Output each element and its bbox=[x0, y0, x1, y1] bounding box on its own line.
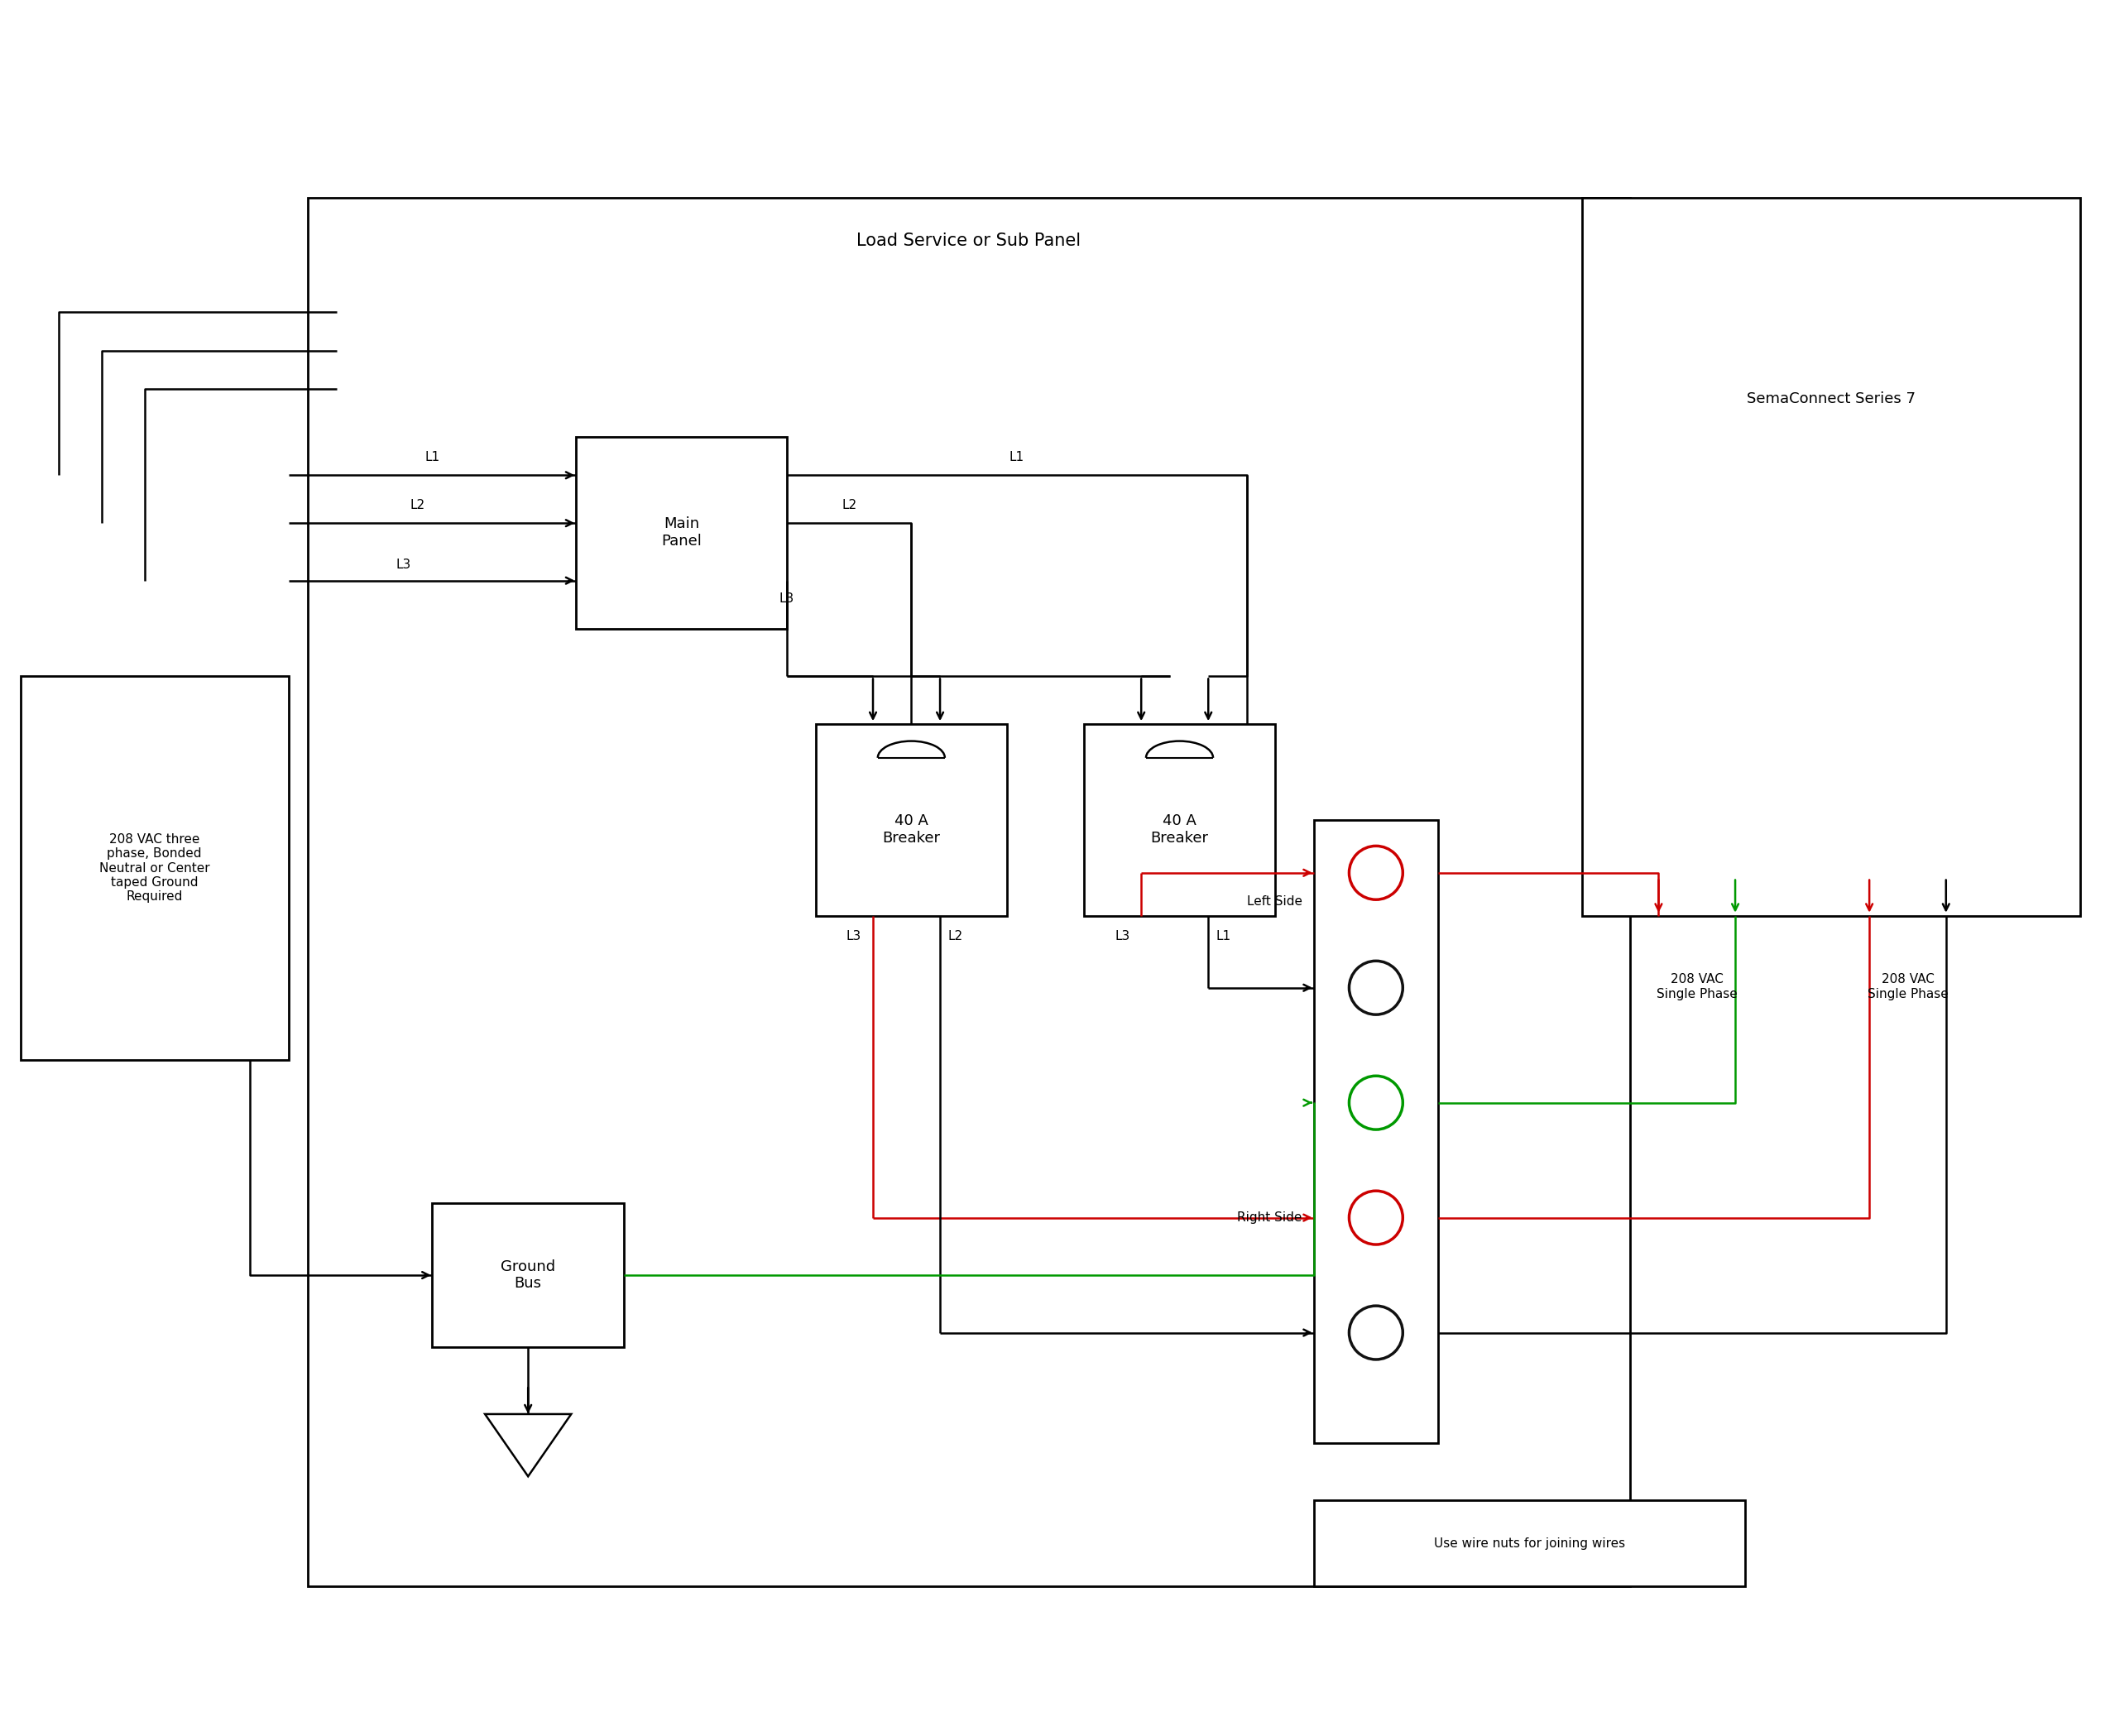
Circle shape bbox=[1348, 845, 1403, 899]
Text: L1: L1 bbox=[1215, 930, 1230, 943]
Circle shape bbox=[1348, 962, 1403, 1014]
Text: Right Side: Right Side bbox=[1236, 1212, 1302, 1224]
Text: L2: L2 bbox=[842, 500, 857, 512]
Bar bbox=[21, 677, 289, 1059]
Bar bbox=[814, 724, 1006, 917]
Bar bbox=[576, 437, 787, 628]
Bar bbox=[1085, 724, 1274, 917]
Bar bbox=[1582, 198, 2080, 917]
Text: Use wire nuts for joining wires: Use wire nuts for joining wires bbox=[1433, 1536, 1625, 1550]
Text: L2: L2 bbox=[947, 930, 962, 943]
Circle shape bbox=[1348, 1076, 1403, 1130]
Bar bbox=[308, 198, 1629, 1587]
Circle shape bbox=[1348, 1191, 1403, 1245]
Text: 208 VAC
Single Phase: 208 VAC Single Phase bbox=[1656, 974, 1737, 1000]
Text: L3: L3 bbox=[397, 559, 411, 571]
Text: Left Side: Left Side bbox=[1247, 896, 1302, 908]
Text: 40 A
Breaker: 40 A Breaker bbox=[882, 814, 941, 845]
Bar bbox=[1315, 1500, 1745, 1587]
Text: 40 A
Breaker: 40 A Breaker bbox=[1150, 814, 1209, 845]
Text: L3: L3 bbox=[846, 930, 861, 943]
Text: Ground
Bus: Ground Bus bbox=[500, 1259, 555, 1292]
Circle shape bbox=[1348, 1305, 1403, 1359]
Text: 208 VAC
Single Phase: 208 VAC Single Phase bbox=[1867, 974, 1948, 1000]
Text: L3: L3 bbox=[1114, 930, 1129, 943]
Text: L1: L1 bbox=[1009, 451, 1023, 464]
Text: Load Service or Sub Panel: Load Service or Sub Panel bbox=[857, 233, 1080, 248]
Text: SemaConnect Series 7: SemaConnect Series 7 bbox=[1747, 391, 1916, 406]
Bar bbox=[1315, 819, 1439, 1443]
Text: Main
Panel: Main Panel bbox=[660, 517, 703, 549]
Text: 208 VAC three
phase, Bonded
Neutral or Center
taped Ground
Required: 208 VAC three phase, Bonded Neutral or C… bbox=[99, 833, 209, 903]
Text: L3: L3 bbox=[779, 592, 793, 604]
Bar bbox=[433, 1203, 625, 1347]
Text: L1: L1 bbox=[424, 451, 439, 464]
Text: L2: L2 bbox=[411, 500, 426, 512]
